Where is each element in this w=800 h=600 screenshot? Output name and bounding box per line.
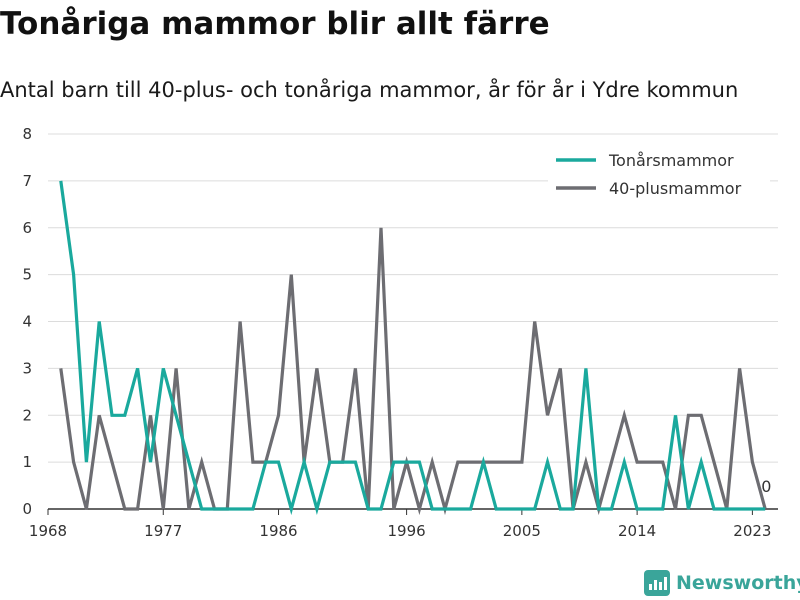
line-chart: 0 1 2 3 4 5 6 7 8 1968 1977 1986 1996 2005 2014 2023 0 To…: [22, 125, 778, 540]
y-tick-label: 7: [22, 172, 32, 190]
legend-label: Tonårsmammor: [608, 151, 734, 170]
x-tick-label: 2023: [733, 522, 771, 540]
x-tick-label: 2005: [503, 522, 541, 540]
y-tick-label: 8: [22, 125, 32, 143]
x-tick-label: 1986: [259, 522, 297, 540]
x-tick-label: 2014: [618, 522, 656, 540]
end-value-label: 0: [761, 477, 771, 496]
y-tick-label: 5: [22, 266, 32, 284]
legend: Tonårsmammor 40-plusmammor: [548, 142, 770, 208]
y-tick-label: 2: [22, 406, 32, 424]
bar-chart-icon: [644, 570, 670, 596]
y-tick-label: 6: [22, 219, 32, 237]
y-tick-label: 4: [22, 313, 32, 331]
brand-logo: Newsworthy: [644, 570, 800, 596]
brand-name: Newsworthy: [676, 572, 800, 594]
y-tick-label: 0: [22, 500, 32, 518]
chart-subtitle: Antal barn till 40-plus- och tonåriga ma…: [0, 78, 739, 102]
x-tick-label: 1977: [144, 522, 182, 540]
legend-background: [548, 142, 770, 208]
series-line-40-plusmammor: [59, 227, 767, 516]
series-line-tonarsmammor: [59, 180, 766, 516]
x-tick-label: 1996: [388, 522, 426, 540]
chart-title: Tonåriga mammor blir allt färre: [0, 6, 550, 42]
legend-label: 40-plusmammor: [609, 179, 742, 198]
x-tick-label: 1968: [29, 522, 67, 540]
y-tick-label: 3: [22, 359, 32, 377]
y-tick-label: 1: [22, 453, 32, 471]
